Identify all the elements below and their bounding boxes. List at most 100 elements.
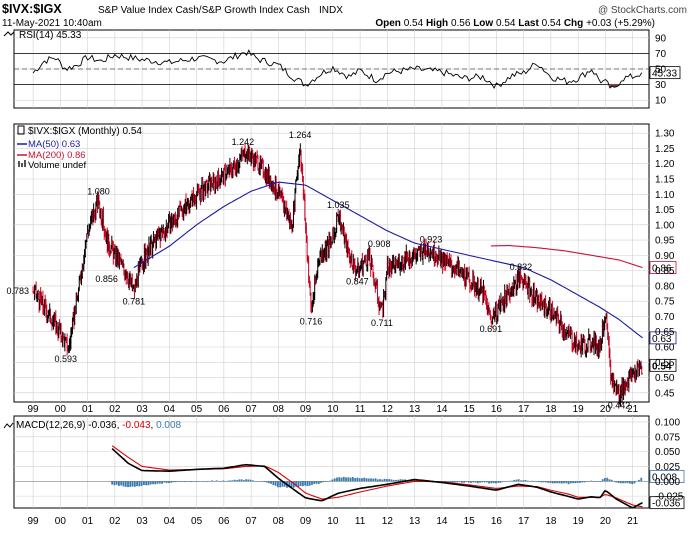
price-annotation: 0.783 <box>7 286 30 296</box>
x-axis-tick-label: 03 <box>137 404 149 415</box>
macd-histogram-bar <box>204 481 207 482</box>
macd-histogram-bar <box>463 481 466 483</box>
rsi-layer: 45.33 <box>32 49 681 89</box>
rsi-tick-label: 70 <box>655 49 667 60</box>
price-annotation: 1.264 <box>289 130 312 140</box>
x-axis-tick-label-bottom: 10 <box>327 516 339 527</box>
macd-histogram-bar <box>281 481 284 487</box>
macd-histogram-bar <box>567 481 570 485</box>
price-last-label-ma200: 0.86 <box>652 264 672 275</box>
macd-histogram-bar <box>572 481 575 484</box>
macd-histogram-bar <box>165 481 168 484</box>
price-tick-label: 1.05 <box>655 205 675 216</box>
macd-histogram-bar <box>608 479 611 482</box>
macd-histogram-bar <box>301 481 304 487</box>
last-label: Last <box>518 18 539 29</box>
x-axis-tick-label: 99 <box>28 404 40 415</box>
x-axis-tick-label: 08 <box>273 404 285 415</box>
macd-legend-signal-value: -0.043 <box>122 420 151 431</box>
macd-histogram-bar <box>315 481 318 484</box>
chart-description: S&P Value Index Cash/S&P Growth Index Ca… <box>98 5 310 16</box>
macd-histogram-bar <box>392 479 395 482</box>
price-tick-label: 0.70 <box>655 312 675 323</box>
price-tick-label: 1.00 <box>655 220 675 231</box>
macd-histogram-bar <box>460 481 463 483</box>
macd-histogram-bar <box>574 481 577 484</box>
macd-histogram-bar <box>554 481 556 484</box>
macd-histogram-bar <box>483 481 486 483</box>
x-axis-tick-label: 02 <box>109 404 121 415</box>
macd-histogram-bar <box>252 480 254 482</box>
macd-tick-label: 0.100 <box>655 417 680 428</box>
x-axis-tick-label-bottom: 14 <box>436 516 448 527</box>
macd-histogram-bar <box>631 481 634 485</box>
macd-histogram-bar <box>610 479 613 482</box>
price-tick-label: 1.30 <box>655 129 675 140</box>
macd-histogram-bar <box>351 477 354 482</box>
price-tick-label: 1.15 <box>655 174 675 185</box>
chart-type-tag: INDX <box>319 5 343 16</box>
macd-histogram-bar <box>163 481 166 483</box>
macd-histogram-bar <box>295 481 297 487</box>
price-annotation: 1.080 <box>87 186 110 196</box>
macd-histogram-bar <box>129 481 132 487</box>
x-axis-tick-label: 06 <box>218 404 230 415</box>
macd-histogram-bar <box>397 479 400 482</box>
macd-histogram-bar <box>354 478 357 482</box>
macd-histogram-bar <box>122 481 125 487</box>
macd-histogram-bar <box>256 481 259 482</box>
price-annotation: 1.242 <box>232 137 255 147</box>
macd-histogram-bar <box>619 481 622 484</box>
macd-histogram-bar <box>229 480 232 482</box>
macd-histogram-bar <box>254 481 257 482</box>
volume-legend-swatch <box>18 161 20 167</box>
price-annotation: 1.035 <box>327 200 350 210</box>
macd-histogram-bar <box>158 481 161 484</box>
x-axis-tick-label: 20 <box>600 404 612 415</box>
macd-legend-prefix: MACD(12,26,9) <box>16 420 85 431</box>
macd-histogram-bar <box>617 481 620 484</box>
macd-histogram-bar <box>156 481 159 484</box>
x-axis-tick-label-bottom: 02 <box>109 516 121 527</box>
macd-histogram-bar <box>535 481 538 482</box>
macd-legend-icon <box>3 422 14 429</box>
macd-histogram-bar <box>324 481 327 482</box>
macd-histogram-bar <box>188 481 191 482</box>
macd-histogram-bar <box>363 477 366 482</box>
macd-histogram-bar <box>208 481 211 482</box>
price-tick-label: 0.65 <box>655 327 675 338</box>
macd-histogram-bar <box>404 479 406 482</box>
macd-histogram-bar <box>594 481 597 482</box>
macd-histogram-bar <box>313 481 316 484</box>
price-panel-frame <box>13 123 650 403</box>
macd-histogram-bar <box>290 481 293 488</box>
price-tick-label: 1.25 <box>655 144 675 155</box>
macd-histogram-bar <box>306 481 309 487</box>
macd-histogram-bar <box>238 479 241 482</box>
ma50-legend-text: MA(50) 0.63 <box>28 139 80 150</box>
stockcharts-watermark: @ StockCharts.com <box>598 5 687 16</box>
macd-histogram-bar <box>504 481 506 482</box>
price-annotation: 0.923 <box>420 234 443 244</box>
rsi-last-label: 45.33 <box>652 69 677 80</box>
open-label: Open <box>375 18 401 29</box>
macd-histogram-bar <box>181 481 184 482</box>
macd-histogram-bar <box>592 481 595 482</box>
macd-last-label: 0.008 <box>652 473 677 484</box>
chart-symbol: $IVX:$IGX <box>2 2 62 16</box>
x-axis-tick-label: 05 <box>191 404 203 415</box>
macd-histogram-bar <box>347 477 350 482</box>
x-axis-tick-label-bottom: 16 <box>491 516 503 527</box>
price-tick-label: 1.10 <box>655 190 675 201</box>
macd-histogram-bar <box>549 481 552 483</box>
macd-histogram-bar <box>211 480 213 482</box>
rsi-legend-icon <box>3 31 15 37</box>
macd-histogram-bar <box>215 480 218 482</box>
chg-label: Chg <box>564 18 583 29</box>
high-label: High <box>426 18 448 29</box>
macd-tick-label: -0.025 <box>655 492 684 503</box>
x-axis-tick-label-bottom: 00 <box>55 516 67 527</box>
macd-histogram-bar <box>513 480 515 482</box>
macd-histogram-bar <box>329 480 332 482</box>
x-axis-tick-label-bottom: 08 <box>273 516 285 527</box>
